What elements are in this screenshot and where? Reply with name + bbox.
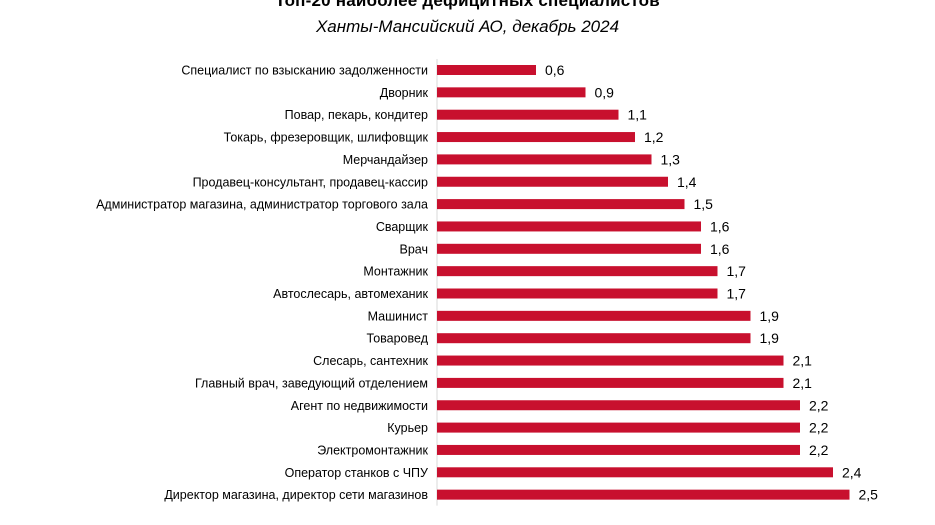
category-label: Специалист по взысканию задолженности	[181, 64, 428, 78]
data-label: 2,5	[859, 487, 879, 503]
data-label: 2,2	[809, 397, 829, 413]
category-label: Мерчандайзер	[343, 153, 428, 167]
category-label: Электромонтажник	[317, 443, 428, 457]
bar	[437, 377, 784, 388]
category-label: Товаровед	[367, 332, 429, 346]
chart-title: Топ-20 наиболее дефицитных специалистов	[275, 0, 660, 10]
bar	[437, 333, 751, 344]
bar	[437, 422, 800, 433]
data-label: 1,6	[710, 241, 730, 257]
bar	[437, 109, 619, 120]
data-label: 1,9	[760, 330, 780, 346]
data-label: 1,1	[628, 107, 648, 123]
data-label: 1,7	[727, 286, 747, 302]
bar	[437, 221, 701, 232]
category-label: Главный врач, заведующий отделением	[195, 376, 428, 390]
data-label: 2,1	[793, 353, 813, 369]
category-label: Токарь, фрезеровщик, шлифовщик	[224, 131, 429, 145]
bar	[437, 444, 800, 455]
data-label: 1,2	[644, 129, 664, 145]
bar	[437, 199, 685, 210]
category-label: Оператор станков с ЧПУ	[285, 466, 428, 480]
category-label: Агент по недвижимости	[291, 399, 428, 413]
bar	[437, 310, 751, 321]
bar	[437, 65, 536, 75]
category-label: Врач	[400, 242, 428, 256]
data-label: 2,4	[842, 464, 862, 480]
category-label: Машинист	[368, 309, 429, 323]
data-label: 0,9	[595, 84, 615, 100]
data-label: 2,2	[809, 420, 829, 436]
data-label: 1,5	[694, 196, 714, 212]
category-label: Автослесарь, автомеханик	[273, 287, 428, 301]
bar	[437, 266, 718, 277]
bar	[437, 355, 784, 366]
category-label: Курьер	[387, 421, 428, 435]
bar	[437, 243, 701, 254]
bar	[437, 87, 586, 98]
data-label: 1,4	[677, 174, 697, 190]
category-label: Слесарь, сантехник	[313, 354, 428, 368]
data-label: 1,3	[661, 151, 681, 167]
bar	[437, 176, 668, 187]
bar	[437, 400, 800, 411]
data-label: 0,6	[545, 62, 565, 78]
category-label: Сварщик	[376, 220, 429, 234]
bar	[437, 154, 652, 165]
category-label: Администратор магазина, администратор то…	[96, 198, 428, 212]
bar	[437, 288, 718, 299]
data-label: 2,1	[793, 375, 813, 391]
category-label: Директор магазина, директор сети магазин…	[164, 488, 428, 502]
data-label: 1,7	[727, 263, 747, 279]
data-label: 2,2	[809, 442, 829, 458]
category-label: Дворник	[380, 86, 429, 100]
bar	[437, 467, 833, 478]
category-label: Продавец-консультант, продавец-кассир	[193, 175, 428, 189]
category-label: Повар, пекарь, кондитер	[285, 108, 428, 122]
data-label: 1,6	[710, 218, 730, 234]
bar	[437, 132, 635, 143]
category-label: Монтажник	[363, 265, 428, 279]
bar	[437, 489, 850, 500]
chart-subtitle: Ханты-Мансийский АО, декабрь 2024	[315, 17, 620, 36]
data-label: 1,9	[760, 308, 780, 324]
